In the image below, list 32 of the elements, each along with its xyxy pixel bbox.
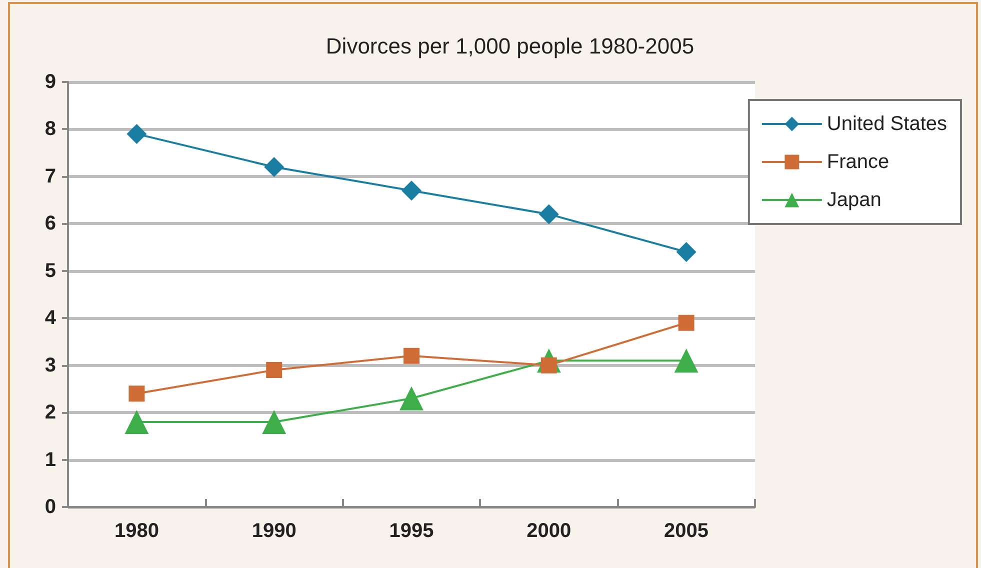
- y-tick-label: 8: [44, 118, 56, 140]
- y-tick-label: 2: [44, 402, 56, 424]
- point: [262, 410, 286, 434]
- x-tick-label: 1990: [252, 520, 296, 542]
- point: [404, 348, 420, 364]
- point: [124, 410, 149, 434]
- x-tick-label: 2005: [664, 520, 709, 542]
- y-tick-label: 3: [44, 354, 56, 376]
- legend-label: France: [826, 151, 890, 173]
- y-tick-label: 6: [44, 212, 56, 235]
- point: [676, 242, 696, 262]
- legend-label: Japan: [826, 189, 882, 211]
- legend-label: United States: [826, 113, 948, 135]
- point: [678, 314, 694, 331]
- y-tick-label: 0: [44, 496, 56, 518]
- chart-title: Divorces per 1,000 people 1980-2005: [326, 34, 694, 58]
- point: [264, 157, 284, 177]
- y-tick-label: 1: [44, 448, 56, 471]
- y-tick-label: 9: [44, 71, 56, 93]
- x-tick-label: 2000: [526, 520, 572, 542]
- y-tick-label: 5: [44, 260, 56, 282]
- y-tick-label: 7: [44, 165, 56, 188]
- x-tick-label: 1980: [114, 520, 159, 542]
- point: [266, 362, 282, 378]
- point: [400, 386, 424, 410]
- y-tick-label: 4: [44, 307, 57, 330]
- point: [402, 180, 422, 201]
- point: [538, 204, 559, 224]
- x-tick-label: 1995: [389, 520, 434, 542]
- point: [674, 348, 698, 373]
- point: [126, 124, 147, 144]
- point: [128, 386, 145, 402]
